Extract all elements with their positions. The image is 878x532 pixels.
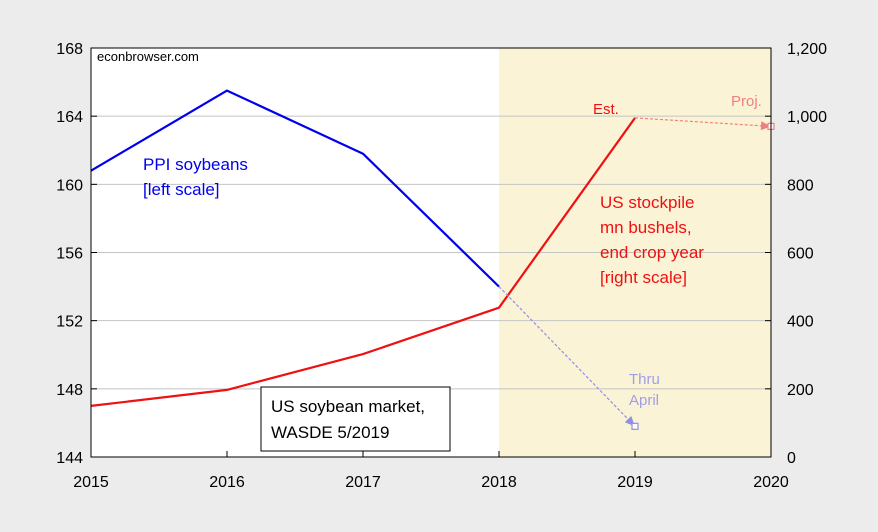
x-tick-label-2017: 2017: [345, 474, 381, 491]
right-tick-label-600: 600: [787, 246, 814, 263]
left-tick-label-148: 148: [56, 382, 83, 399]
stockpile-annotation-line4: [right scale]: [600, 268, 687, 287]
left-tick-label-144: 144: [56, 450, 83, 467]
proj-label: Proj.: [731, 93, 762, 110]
thru-april-label-line1: Thru: [629, 371, 660, 388]
axes: 144 148 152 156 160 164 168 0 200 400 600 800 1,000 1…: [56, 41, 827, 491]
series-lines: [90, 89, 775, 430]
x-tick-label-2020: 2020: [753, 474, 789, 491]
right-tick-label-800: 800: [787, 177, 814, 194]
x-tick-label-2018: 2018: [481, 474, 517, 491]
left-tick-label-152: 152: [56, 314, 83, 331]
x-tick-label-2019: 2019: [617, 474, 653, 491]
ppi-annotation-line2: [left scale]: [143, 180, 220, 199]
right-tick-label-200: 200: [787, 382, 814, 399]
right-tick-label-1200: 1,200: [787, 41, 827, 58]
stockpile-annotation-line2: mn bushels,: [600, 218, 692, 237]
stockpile-annotation-line1: US stockpile: [600, 193, 694, 212]
right-tick-label-1000: 1,000: [787, 109, 827, 126]
right-tick-label-0: 0: [787, 450, 796, 467]
endpoint-marker-ppi_thru_april: [631, 422, 639, 430]
left-tick-label-156: 156: [56, 246, 83, 263]
thru-april-label-line2: April: [629, 392, 659, 409]
series-line-ppi: [90, 89, 500, 288]
est-label: Est.: [593, 101, 619, 118]
left-tick-label-164: 164: [56, 109, 83, 126]
info-box-line1: US soybean market,: [271, 397, 425, 416]
series-line-stock_proj: [634, 117, 772, 127]
x-tick-label-2016: 2016: [209, 474, 245, 491]
info-box-line2: WASDE 5/2019: [271, 423, 389, 442]
arrowhead-stock_proj: [760, 121, 771, 131]
left-tick-label-160: 160: [56, 177, 83, 194]
left-tick-label-168: 168: [56, 41, 83, 58]
x-tick-label-2015: 2015: [73, 474, 109, 491]
stockpile-annotation-line3: end crop year: [600, 243, 704, 262]
series-line-ppi_thru_april: [498, 286, 636, 427]
ppi-annotation-line1: PPI soybeans: [143, 155, 248, 174]
info-box: [260, 386, 451, 452]
right-tick-label-400: 400: [787, 314, 814, 331]
series-line-stock: [90, 117, 636, 407]
source-label: econbrowser.com: [97, 49, 199, 64]
